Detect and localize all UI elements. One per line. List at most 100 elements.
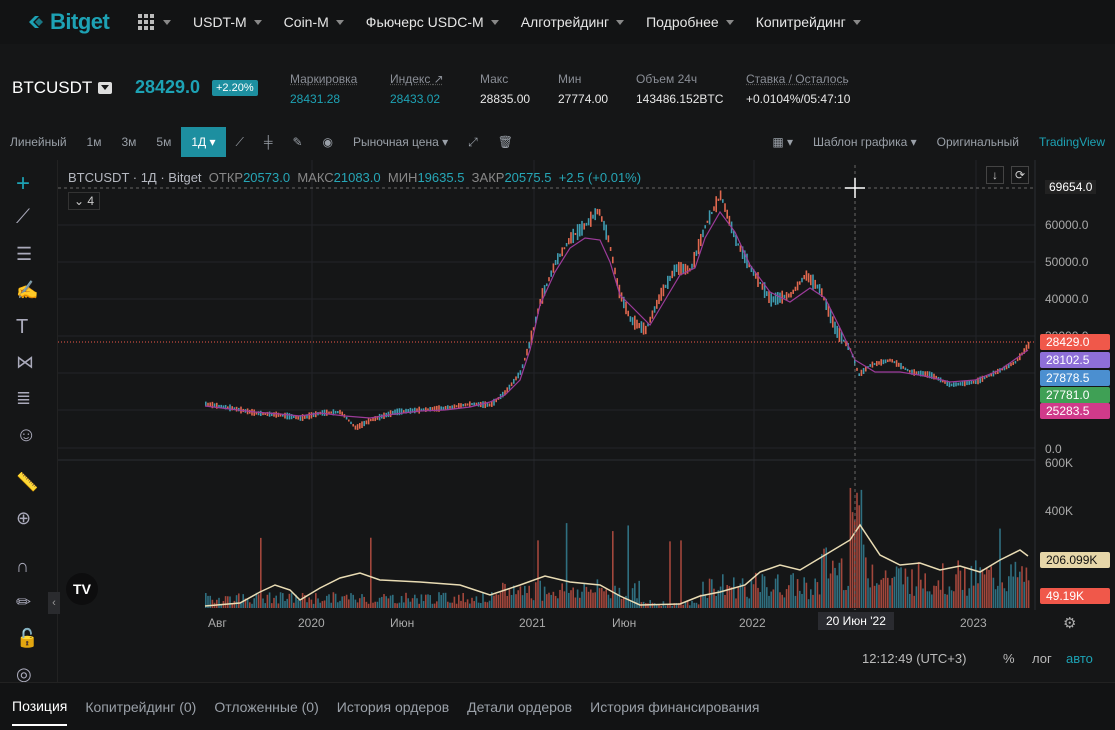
fullscreen-icon[interactable]: ⤢: [468, 135, 478, 149]
tab-order-details[interactable]: Детали ордеров: [467, 698, 573, 715]
candle: [724, 203, 726, 212]
price-chart[interactable]: [58, 160, 1115, 640]
tab-order-history[interactable]: История ордеров: [336, 698, 450, 715]
tab-funding-history[interactable]: История финансирования: [590, 698, 760, 715]
indicators-icon[interactable]: ⟋: [235, 135, 244, 149]
candle: [640, 321, 643, 333]
volume-bar: [211, 599, 214, 608]
interval-5m[interactable]: 5м: [156, 135, 172, 149]
interval-1m[interactable]: 1м: [86, 135, 102, 149]
candle: [504, 390, 506, 396]
candle: [715, 196, 717, 213]
volume-bar: [376, 601, 379, 608]
volume-bar: [785, 589, 788, 608]
volume-bar: [744, 586, 746, 608]
volume-bar: [774, 578, 777, 608]
volume-bar: [876, 583, 878, 608]
volume-bar: [290, 592, 293, 608]
nav-copytrading[interactable]: Копитрейдинг: [756, 14, 861, 30]
symbol-selector[interactable]: BTCUSDT: [12, 78, 113, 98]
candle: [326, 409, 328, 416]
candle: [460, 403, 462, 408]
candle: [1027, 341, 1030, 349]
edit-icon[interactable]: ✎: [292, 135, 303, 149]
candle: [398, 408, 401, 416]
settings-icon[interactable]: ⚙: [1063, 615, 1077, 632]
interval-1d[interactable]: 1Д ▾: [181, 127, 226, 157]
trash-icon[interactable]: 🗑: [497, 135, 513, 149]
view-original[interactable]: Оригинальный: [936, 135, 1019, 149]
vol-tag: 49.19K: [1040, 588, 1110, 604]
stat-index[interactable]: Индекс ↗ 28433.02: [390, 72, 444, 106]
candle: [788, 293, 790, 298]
download-icon[interactable]: ↓: [986, 166, 1004, 184]
tab-position[interactable]: Позиция: [12, 688, 68, 726]
candle: [372, 417, 374, 422]
tab-copytrading[interactable]: Копитрейдинг (0): [85, 698, 197, 715]
tradingview-logo[interactable]: TV: [66, 573, 98, 605]
text-icon[interactable]: T: [16, 316, 29, 338]
tab-pending[interactable]: Отложенные (0): [214, 698, 319, 715]
nav-coin-m[interactable]: Coin-M: [284, 14, 344, 30]
nav-usdc-m[interactable]: Фьючерс USDC-M: [366, 14, 499, 30]
candle: [651, 310, 654, 319]
volume-bar: [574, 597, 577, 608]
eye-icon[interactable]: ◎: [16, 664, 32, 684]
volume-bar: [788, 585, 790, 608]
volume-bar: [409, 601, 412, 608]
volume-bar: [440, 595, 442, 608]
pattern-icon[interactable]: ⋈: [16, 352, 34, 372]
fib-icon[interactable]: ≣: [16, 388, 32, 408]
price-type-select[interactable]: Рыночная цена ▾: [353, 135, 449, 149]
lock-icon[interactable]: 🔓: [16, 628, 39, 648]
volume-bar: [748, 598, 750, 608]
nav-usdt-m[interactable]: USDT-M: [193, 14, 262, 30]
nav-algo[interactable]: Алготрейдинг: [521, 14, 625, 30]
view-tradingview[interactable]: TradingView: [1038, 135, 1105, 149]
volume-bar: [673, 603, 676, 608]
zoom-icon[interactable]: ⊕: [16, 508, 32, 528]
volume-bar: [818, 594, 821, 608]
bitget-logo[interactable]: Bitget: [26, 9, 126, 35]
interval-line[interactable]: Линейный: [10, 135, 67, 149]
volume-bar: [953, 591, 955, 608]
candle: [453, 404, 456, 409]
collapse-icon[interactable]: ‹: [48, 592, 60, 614]
camera-icon[interactable]: ◉: [322, 135, 333, 149]
candle: [521, 364, 524, 369]
interval-3m[interactable]: 3м: [121, 135, 137, 149]
candle: [290, 414, 293, 420]
candle: [728, 215, 731, 226]
volume-bar: [986, 567, 988, 608]
candle: [968, 380, 970, 385]
percent-toggle[interactable]: %: [1003, 651, 1015, 666]
ruler-icon[interactable]: 📏: [16, 472, 39, 492]
volume-bar: [508, 588, 511, 608]
smiley-icon[interactable]: ☺: [16, 424, 37, 446]
candle: [887, 359, 889, 363]
log-toggle[interactable]: лог: [1032, 651, 1052, 666]
volume-bar: [572, 587, 574, 608]
apps-menu[interactable]: [138, 14, 171, 30]
magnet-icon[interactable]: ∩: [16, 556, 29, 576]
candle-type-icon[interactable]: ╪: [263, 135, 273, 149]
candle: [746, 253, 748, 269]
brush-icon[interactable]: ✍: [16, 280, 39, 300]
indicators-toggle[interactable]: ⌄ 4: [68, 192, 101, 210]
auto-toggle[interactable]: авто: [1066, 651, 1093, 666]
refresh-icon[interactable]: ⟳: [1011, 166, 1029, 184]
volume-bar: [664, 605, 667, 608]
layout-icon[interactable]: ▦ ▾: [772, 135, 794, 149]
nav-more[interactable]: Подробнее: [646, 14, 734, 30]
candle: [691, 263, 693, 270]
candle: [895, 360, 898, 367]
pencil-lock-icon[interactable]: ✏: [16, 592, 32, 612]
crosshair-icon[interactable]: +: [16, 170, 31, 197]
volume-bar: [466, 599, 469, 608]
channel-icon[interactable]: ☰: [16, 244, 33, 264]
volume-bar: [1003, 588, 1006, 608]
trendline-icon[interactable]: ⟋: [16, 206, 30, 228]
volume-bar: [869, 587, 871, 608]
template-select[interactable]: Шаблон графика ▾: [813, 135, 917, 149]
candle: [722, 199, 724, 203]
